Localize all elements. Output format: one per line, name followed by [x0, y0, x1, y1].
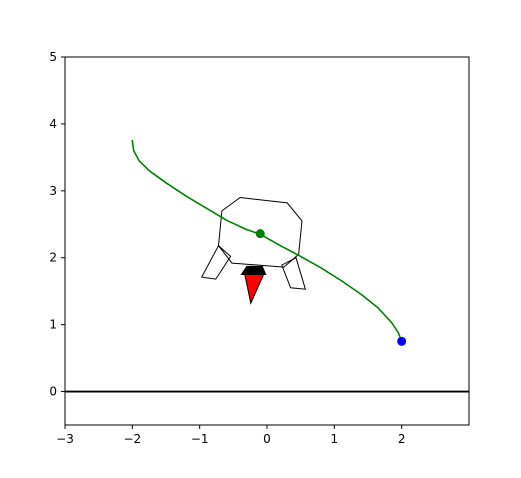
lander-leg-left — [200, 244, 232, 280]
center-of-mass-point — [255, 229, 265, 239]
x-tick-label: 0 — [263, 432, 271, 446]
x-tick-label: −3 — [56, 432, 74, 446]
x-tick-label: 2 — [398, 432, 406, 446]
target-point — [397, 336, 407, 346]
thruster-nozzle — [240, 265, 267, 275]
y-tick-label: 1 — [49, 318, 57, 332]
lander-body — [217, 196, 303, 268]
x-tick-label: −2 — [123, 432, 141, 446]
y-tick-label: 5 — [49, 50, 57, 64]
y-tick-label: 0 — [49, 385, 57, 399]
x-tick-label: 1 — [331, 432, 339, 446]
x-axis: −3 −2 −1 0 1 2 — [56, 425, 405, 446]
plot-area — [65, 139, 469, 393]
x-tick-label: −1 — [191, 432, 209, 446]
y-tick-label: 4 — [49, 117, 57, 131]
y-tick-label: 3 — [49, 184, 57, 198]
y-tick-label: 2 — [49, 251, 57, 265]
y-axis: 0 1 2 3 4 5 — [49, 50, 65, 399]
lander-leg-right — [281, 256, 307, 290]
